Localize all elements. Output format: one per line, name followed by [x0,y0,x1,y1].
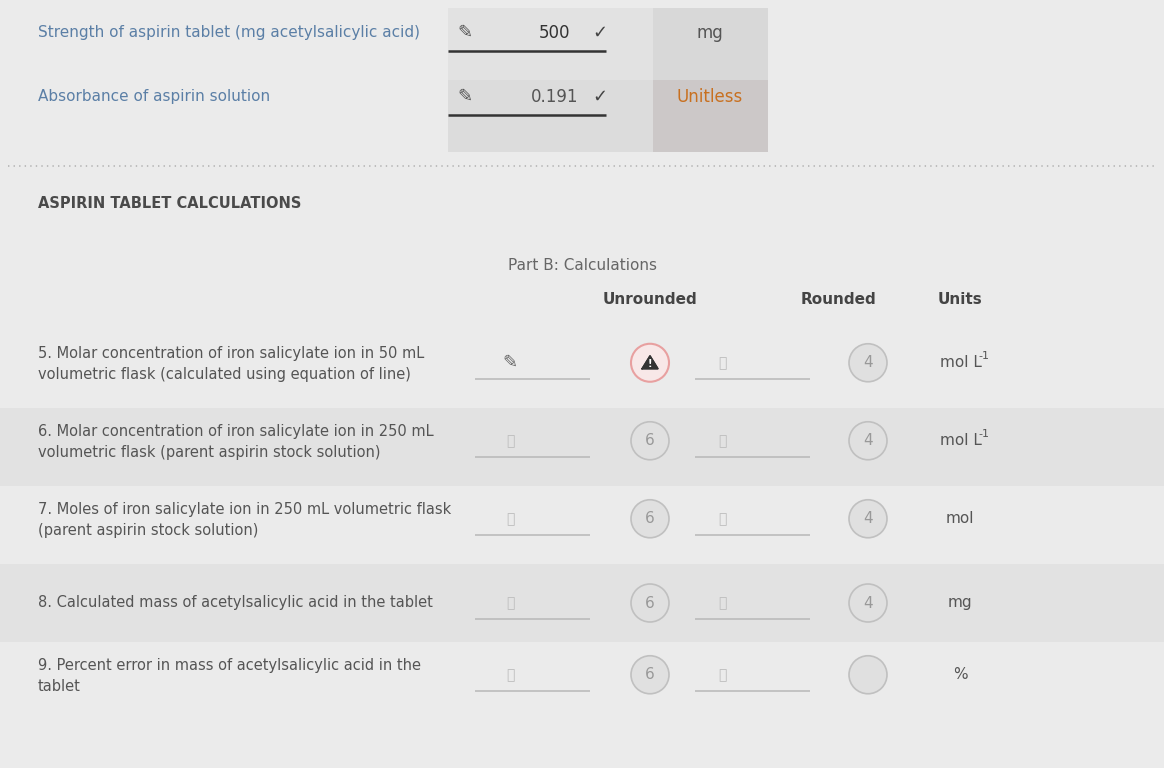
Text: 500: 500 [539,24,570,42]
Circle shape [631,500,669,538]
Text: 🔒: 🔒 [718,667,726,682]
FancyBboxPatch shape [0,486,1164,564]
Text: ✓: ✓ [592,88,608,106]
FancyBboxPatch shape [0,642,1164,720]
Text: 🔒: 🔒 [718,434,726,448]
Text: mol: mol [945,511,974,526]
Text: 🔒: 🔒 [506,511,514,526]
Circle shape [631,344,669,382]
Text: mol L: mol L [941,356,982,370]
Text: 🔒: 🔒 [506,434,514,448]
FancyBboxPatch shape [0,330,1164,408]
Text: Units: Units [938,292,982,306]
Text: Unitless: Unitless [677,88,743,106]
Text: 6: 6 [645,667,655,682]
FancyBboxPatch shape [0,564,1164,642]
Text: ✎: ✎ [503,354,518,372]
Text: 5. Molar concentration of iron salicylate ion in 50 mL: 5. Molar concentration of iron salicylat… [38,346,424,361]
Text: 6: 6 [645,595,655,611]
Text: ✓: ✓ [592,24,608,42]
Text: !: ! [647,359,652,369]
Text: 4: 4 [864,595,873,611]
Text: mg: mg [947,595,972,611]
Text: volumetric flask (parent aspirin stock solution): volumetric flask (parent aspirin stock s… [38,445,381,460]
Text: 8. Calculated mass of acetylsalicylic acid in the tablet: 8. Calculated mass of acetylsalicylic ac… [38,595,433,611]
FancyBboxPatch shape [448,80,768,152]
Text: Absorbance of aspirin solution: Absorbance of aspirin solution [38,90,270,104]
Text: 6: 6 [645,511,655,526]
Text: 🔒: 🔒 [718,596,726,610]
Text: 6: 6 [645,433,655,449]
Text: %: % [952,667,967,682]
Circle shape [849,422,887,460]
Circle shape [849,584,887,622]
Text: ✎: ✎ [457,24,473,42]
Text: 6. Molar concentration of iron salicylate ion in 250 mL: 6. Molar concentration of iron salicylat… [38,424,434,439]
Text: tablet: tablet [38,679,80,694]
Text: 4: 4 [864,433,873,449]
Circle shape [849,656,887,694]
Text: ✎: ✎ [457,88,473,106]
Circle shape [849,344,887,382]
Text: 🔒: 🔒 [506,667,514,682]
Text: 0.191: 0.191 [531,88,579,106]
Text: 🔒: 🔒 [506,596,514,610]
Text: -1: -1 [978,351,989,361]
Text: 🔒: 🔒 [718,511,726,526]
Text: 4: 4 [864,511,873,526]
Text: -1: -1 [978,429,989,439]
Circle shape [631,422,669,460]
Text: mg: mg [696,24,723,42]
Text: Unrounded: Unrounded [603,292,697,306]
FancyBboxPatch shape [448,8,768,80]
FancyBboxPatch shape [0,408,1164,486]
Text: Rounded: Rounded [800,292,875,306]
Text: 9. Percent error in mass of acetylsalicylic acid in the: 9. Percent error in mass of acetylsalicy… [38,658,421,674]
FancyBboxPatch shape [653,8,768,80]
Circle shape [631,584,669,622]
Text: (parent aspirin stock solution): (parent aspirin stock solution) [38,523,258,538]
Circle shape [631,656,669,694]
Text: 4: 4 [864,356,873,370]
Text: 7. Moles of iron salicylate ion in 250 mL volumetric flask: 7. Moles of iron salicylate ion in 250 m… [38,502,452,518]
Circle shape [849,500,887,538]
Text: ASPIRIN TABLET CALCULATIONS: ASPIRIN TABLET CALCULATIONS [38,197,301,211]
Polygon shape [643,356,658,369]
Text: volumetric flask (calculated using equation of line): volumetric flask (calculated using equat… [38,367,411,382]
Text: mol L: mol L [941,433,982,449]
Text: Part B: Calculations: Part B: Calculations [508,257,656,273]
FancyBboxPatch shape [653,80,768,152]
Text: 🔒: 🔒 [718,356,726,369]
Text: Strength of aspirin tablet (mg acetylsalicylic acid): Strength of aspirin tablet (mg acetylsal… [38,25,420,41]
